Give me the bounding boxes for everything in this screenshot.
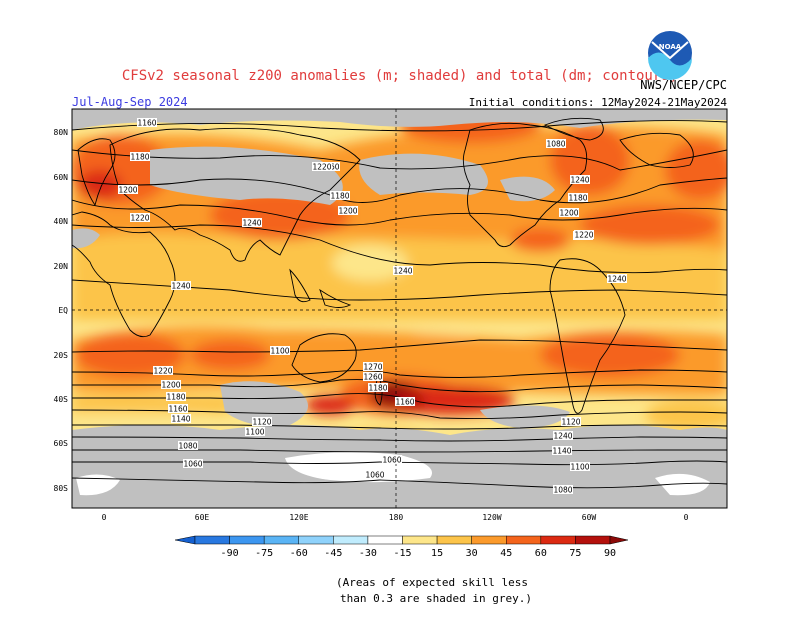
figure-title: CFSv2 seasonal z200 anomalies (m; shaded… — [122, 68, 678, 84]
contour-label: 1180 — [568, 194, 587, 203]
colorbar-segment — [333, 535, 369, 545]
colorbar-tick-label: -15 — [393, 548, 411, 559]
lon-label: 60W — [582, 513, 597, 522]
colorbar-segment — [367, 535, 403, 545]
colorbar-tick-label: 75 — [569, 548, 581, 559]
contour-label: 1200 — [559, 209, 578, 218]
colorbar-segment — [263, 535, 299, 545]
colorbar-tick-label: 45 — [500, 548, 512, 559]
contour-label: 1060 — [382, 456, 401, 465]
logo-text: NOAA — [659, 43, 682, 51]
contour-label: 1180 — [368, 384, 387, 393]
lat-label: 80N — [54, 128, 69, 137]
colorbar-tick-label: 30 — [466, 548, 478, 559]
contour-label: 1200 — [118, 186, 137, 195]
contour-label: 1160 — [395, 398, 414, 407]
contour-label: 1220 — [153, 367, 172, 376]
lon-label: 60E — [195, 513, 210, 522]
contour-label: 1060 — [365, 471, 384, 480]
contour-label: 1120 — [561, 418, 580, 427]
lon-label: 120W — [482, 513, 501, 522]
contour-label: 1100 — [570, 463, 589, 472]
contour-label: 1240 — [171, 282, 190, 291]
colorbar-tick-label: -60 — [290, 548, 308, 559]
noaa-logo: NOAA — [648, 31, 692, 80]
lat-label: 40N — [54, 217, 69, 226]
colorbar-left-arrow — [174, 535, 196, 545]
colorbar-right-arrow — [609, 535, 629, 545]
contour-label: 1180 — [130, 153, 149, 162]
footnote-line-2: than 0.3 are shaded in grey.) — [340, 592, 532, 605]
contour-label: 1180 — [166, 393, 185, 402]
contour-label: 1080 — [546, 140, 565, 149]
footnote-line-1: (Areas of expected skill less — [336, 576, 528, 589]
longitude-labels: 0 60E 120E 180 120W 60W 0 — [102, 513, 689, 522]
contour-label: 1060 — [183, 460, 202, 469]
lon-label: 180 — [389, 513, 404, 522]
initial-conditions: Initial conditions: 12May2024-21May2024 — [469, 96, 728, 109]
contour-label: 1220 — [574, 231, 593, 240]
colorbar-segment — [402, 535, 438, 545]
lat-label: 60N — [54, 173, 69, 182]
colorbar-segment — [575, 535, 611, 545]
lat-label: 20N — [54, 262, 69, 271]
season-label: Jul-Aug-Sep 2024 — [72, 95, 188, 109]
contour-label: 1200 — [338, 207, 357, 216]
contour-label: 1240 — [393, 267, 412, 276]
colorbar-segment — [506, 535, 542, 545]
source-label: NWS/NCEP/CPC — [640, 78, 727, 92]
contour-label: 1100 — [270, 347, 289, 356]
map-panel: 1160 1180 1200 1220 1240 1240 1240 1240 1240 1220… — [72, 109, 727, 508]
colorbar-segment — [436, 535, 472, 545]
colorbar-tick-label: 15 — [431, 548, 443, 559]
contour-label: 1270 — [363, 363, 382, 372]
colorbar-segment — [298, 535, 334, 545]
contour-label: 1200 — [161, 381, 180, 390]
contour-label: 1240 — [570, 176, 589, 185]
colorbar: -90 -75 -60 -45 -30 -15 15 30 45 60 75 90 — [174, 535, 629, 559]
lat-label: 20S — [54, 351, 69, 360]
colorbar-tick-label: 60 — [535, 548, 547, 559]
contour-label: 1080 — [553, 486, 572, 495]
contour-label: 1140 — [171, 415, 190, 424]
contour-label: 1180 — [330, 192, 349, 201]
lon-label: 0 — [684, 513, 689, 522]
colorbar-tick-label: -30 — [359, 548, 377, 559]
colorbar-segment — [540, 535, 576, 545]
lat-label: 80S — [54, 484, 69, 493]
colorbar-tick-label: 90 — [604, 548, 616, 559]
contour-label: 1260 — [363, 373, 382, 382]
lat-label: EQ — [58, 306, 68, 315]
contour-label: 1240 — [242, 219, 261, 228]
colorbar-segment — [229, 535, 265, 545]
colorbar-tick-label: -90 — [221, 548, 239, 559]
contour-label: 1160 — [137, 119, 156, 128]
contour-label: 1100 — [245, 428, 264, 437]
colorbar-tick-label: -75 — [255, 548, 273, 559]
colorbar-segment — [471, 535, 507, 545]
lon-label: 0 — [102, 513, 107, 522]
lon-label: 120E — [289, 513, 308, 522]
contour-label: 1160 — [168, 405, 187, 414]
contour-label: 1220 — [312, 163, 331, 172]
map-border — [71, 108, 728, 509]
contour-label: 1240 — [553, 432, 572, 441]
colorbar-tick-label: -45 — [324, 548, 342, 559]
contour-label: 1220 — [130, 214, 149, 223]
contour-label: 1240 — [607, 275, 626, 284]
contour-label: 1080 — [178, 442, 197, 451]
contour-label: 1120 — [252, 418, 271, 427]
latitude-labels: 80N 60N 40N 20N EQ 20S 40S 60S 80S — [54, 128, 69, 493]
colorbar-segment — [194, 535, 230, 545]
contour-label: 1140 — [552, 447, 571, 456]
lat-label: 40S — [54, 395, 69, 404]
lat-label: 60S — [54, 439, 69, 448]
